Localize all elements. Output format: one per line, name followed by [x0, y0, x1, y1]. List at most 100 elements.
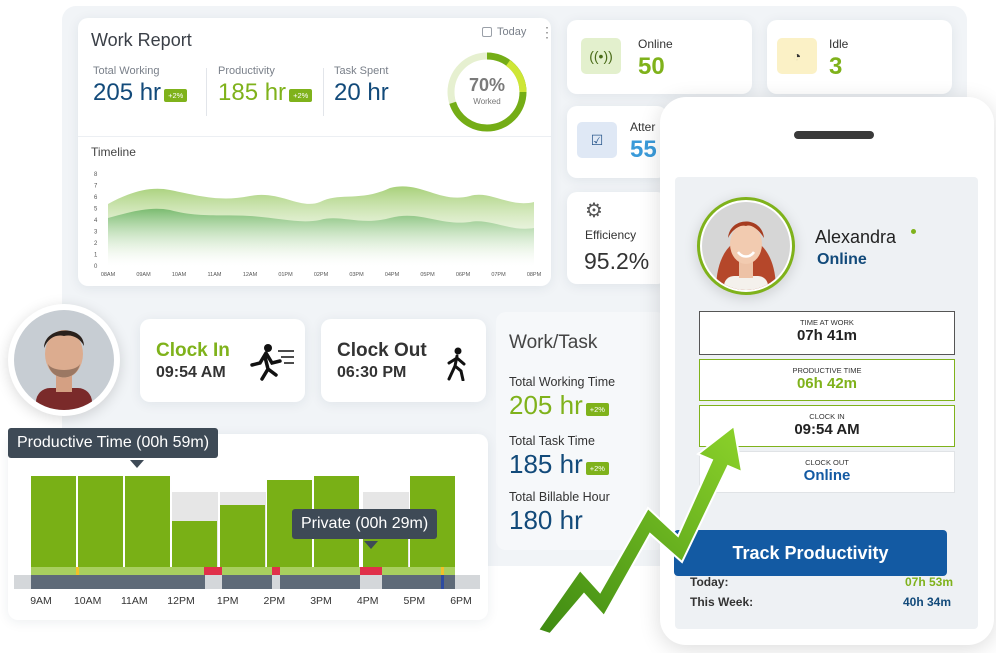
track-productivity-button[interactable]: Track Productivity — [674, 530, 947, 576]
metric-label: Total Working — [93, 65, 160, 77]
metric-badge: +2% — [289, 89, 313, 103]
metric-badge: +2% — [164, 89, 188, 103]
y-tick-label: 6 — [94, 195, 98, 201]
work-task-value: 185 hr — [509, 449, 583, 479]
today-value: 07h 53m — [905, 575, 954, 589]
hour-label: 11AM — [121, 595, 148, 607]
clock-out-time: 06:30 PM — [337, 364, 407, 381]
efficiency-value: 95.2% — [584, 248, 650, 274]
this-week-label: This Week: — [690, 595, 754, 609]
work-task-label: Total Billable Hour — [509, 490, 610, 504]
x-tick-label: 01PM — [278, 272, 293, 278]
hour-label: 1PM — [217, 595, 239, 607]
online-value: 50 — [638, 53, 665, 80]
walking-icon — [447, 347, 466, 381]
productive-bar[interactable] — [220, 505, 265, 567]
x-tick-label: 09AM — [136, 272, 151, 278]
x-tick-label: 04PM — [385, 272, 400, 278]
running-icon — [250, 344, 294, 381]
x-tick-label: 05PM — [420, 272, 435, 278]
x-tick-label: 08PM — [527, 272, 542, 278]
y-tick-label: 8 — [94, 172, 98, 178]
divider — [323, 68, 324, 116]
metric-value: 185 hr — [218, 79, 287, 106]
online-label: Online — [638, 37, 673, 51]
metric-task-spent: Task Spent 20 hr — [334, 65, 389, 107]
clock-out-card: Clock Out 06:30 PM — [321, 319, 486, 402]
productive-time-tooltip: Productive Time (00h 59m) — [8, 428, 219, 458]
x-tick-label: 02PM — [314, 272, 329, 278]
timeline-label: Timeline — [91, 145, 136, 159]
box-value: 06h 42m — [796, 375, 858, 392]
clock-in-card: Clock In 09:54 AM — [140, 319, 305, 402]
efficiency-card[interactable]: ⚙ Efficiency 95.2% — [567, 192, 667, 284]
work-task-badge: +2% — [585, 462, 609, 476]
y-tick-label: 4 — [94, 218, 98, 224]
divider — [78, 136, 551, 137]
productive-bar[interactable] — [78, 476, 123, 567]
calendar-check-icon: ☑ — [577, 122, 617, 158]
y-tick-label: 0 — [94, 264, 98, 270]
clock-in-box: CLOCK IN 09:54 AM — [699, 405, 955, 447]
hour-label: 5PM — [404, 595, 426, 607]
x-tick-label: 11AM — [208, 272, 222, 278]
productive-time-box: PRODUCTIVE TIME 06h 42m — [699, 359, 955, 401]
box-value: Online — [803, 467, 851, 484]
productive-bar[interactable] — [125, 476, 170, 567]
box-label: CLOCK IN — [809, 412, 845, 421]
hour-label: 12PM — [167, 595, 194, 607]
y-tick-label: 3 — [94, 230, 98, 236]
hour-label: 10AM — [74, 595, 101, 607]
growth-arrow-icon — [536, 424, 744, 636]
box-value: 09:54 AM — [794, 421, 860, 438]
hour-label: 6PM — [450, 595, 472, 607]
work-task-title: Work/Task — [509, 332, 598, 353]
user-name: Alexandra — [815, 227, 897, 247]
x-tick-label: 03PM — [349, 272, 364, 278]
x-tick-label: 10AM — [172, 272, 187, 278]
employee-avatar — [8, 304, 120, 416]
online-card[interactable]: ((•)) Online 50 — [567, 20, 752, 94]
attendance-card[interactable]: ☑ Atter 55 — [567, 106, 667, 178]
period-label: Today — [497, 26, 527, 38]
work-report-card: Work Report Today ⋮ Total Working 205 hr… — [78, 18, 554, 286]
y-tick-label: 7 — [94, 184, 98, 190]
y-tick-label: 2 — [94, 241, 98, 247]
productive-bar[interactable] — [172, 521, 217, 567]
phone-speaker — [794, 131, 874, 139]
signal-icon: ((•)) — [581, 38, 621, 74]
x-tick-label: 07PM — [491, 272, 506, 278]
phone-mockup: Alexandra Online TIME AT WORK 07h 41m PR… — [660, 97, 994, 645]
more-options-icon[interactable]: ⋮ — [540, 24, 554, 40]
tooltip-arrow — [364, 541, 378, 549]
metric-productivity: Productivity 185 hr +2% — [218, 65, 313, 107]
metric-label: Task Spent — [334, 65, 389, 77]
idle-card[interactable]: ◔ Idle 3 — [767, 20, 952, 94]
hour-label: 3PM — [310, 595, 332, 607]
worked-label: Worked — [473, 97, 501, 106]
hour-label: 9AM — [30, 595, 52, 607]
hour-label: 2PM — [264, 595, 286, 607]
attendance-value: 55 — [630, 136, 657, 163]
worked-ring: 70% Worked — [446, 51, 528, 133]
period-selector[interactable]: Today — [482, 26, 526, 38]
online-dot-icon — [911, 229, 916, 234]
work-task-badge: +2% — [585, 403, 609, 417]
this-week-value: 40h 34m — [903, 595, 952, 609]
work-report-title: Work Report — [91, 30, 192, 50]
x-tick-label: 12AM — [243, 272, 258, 278]
work-task-card: Work/Task Total Working Time 205 hr +2% T… — [496, 312, 666, 550]
box-label: TIME AT WORK — [800, 318, 854, 327]
attendance-label: Atter — [630, 120, 656, 134]
productive-bar[interactable] — [31, 476, 76, 567]
today-label: Today: — [690, 575, 729, 589]
y-tick-label: 5 — [94, 207, 98, 213]
user-avatar — [697, 197, 795, 295]
user-status: Online — [817, 251, 867, 268]
y-tick-label: 1 — [94, 253, 98, 259]
idle-label: Idle — [829, 37, 849, 51]
divider — [206, 68, 207, 116]
metric-label: Productivity — [218, 65, 275, 77]
phone-screen: Alexandra Online TIME AT WORK 07h 41m PR… — [675, 177, 978, 629]
box-label: PRODUCTIVE TIME — [792, 366, 862, 375]
